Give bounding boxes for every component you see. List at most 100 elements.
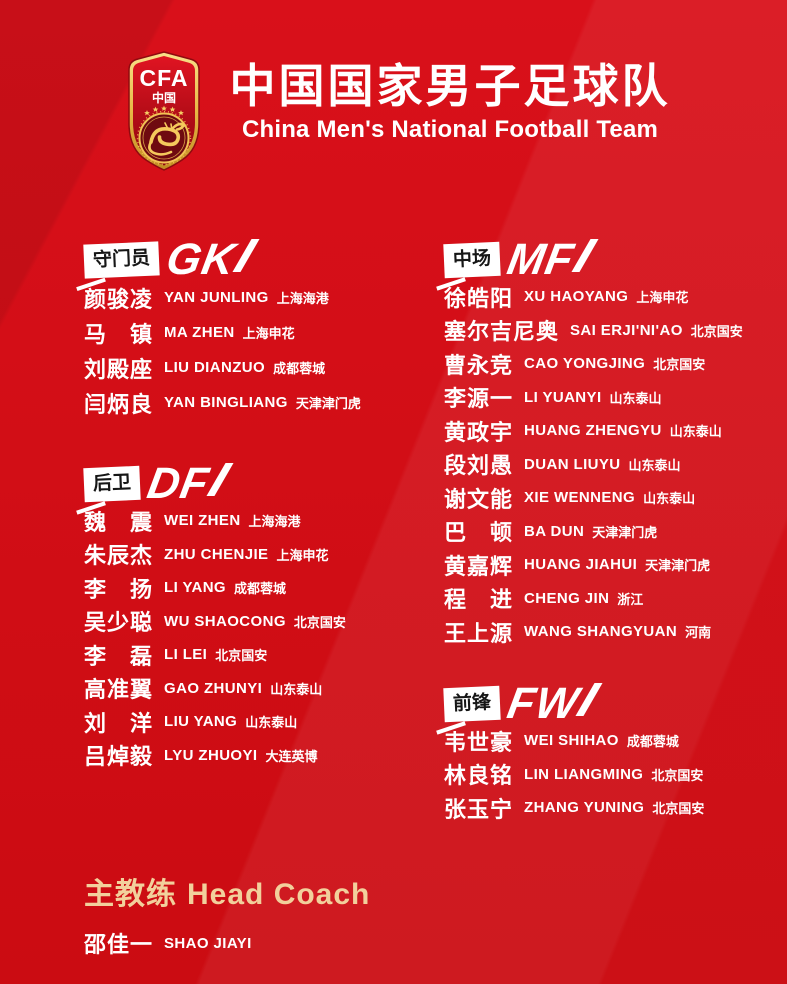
player-club: 天津津门虎 xyxy=(592,524,658,540)
player-name-zh: 朱辰杰 xyxy=(84,543,154,569)
player-row: 黄嘉辉 HUANG JIAHUI 天津津门虎 xyxy=(444,548,743,582)
crest-acronym: CFA xyxy=(140,65,189,91)
player-row: 段刘愚 DUAN LIUYU 山东泰山 xyxy=(444,448,743,482)
player-name-pinyin: YAN BINGLIANG xyxy=(164,394,288,411)
head-coach-title: 主教练 Head Coach xyxy=(84,869,370,913)
header: CFA 中国 中国国家男子足球队 China Men's National Fo… xyxy=(124,50,680,174)
head-coach-block: 主教练 Head Coach 邵佳一 SHAO JIAYI xyxy=(84,869,370,959)
player-club: 北京国安 xyxy=(652,801,705,817)
player-name-zh: 塞尔吉尼奥 xyxy=(444,319,560,345)
section-defenders: 后卫 DF 魏 震 WEI ZHEN 上海海港 朱辰杰 ZHU CHENJIE … xyxy=(83,459,346,772)
section-label-en: GK xyxy=(162,235,240,285)
head-coach-row: 邵佳一 SHAO JIAYI xyxy=(84,927,370,959)
player-club: 成都蓉城 xyxy=(234,581,287,597)
player-club: 北京国安 xyxy=(651,767,704,783)
section-badge-df: 后卫 DF xyxy=(83,459,346,509)
section-label-zh: 守门员 xyxy=(83,241,160,279)
player-name-zh: 马 镇 xyxy=(84,321,154,347)
page-title-en: China Men's National Football Team xyxy=(241,115,659,143)
player-row: 徐皓阳 XU HAOYANG 上海申花 xyxy=(444,280,743,314)
player-club: 山东泰山 xyxy=(609,390,662,406)
player-name-pinyin: BA DUN xyxy=(524,522,585,540)
player-club: 成都蓉城 xyxy=(626,734,679,750)
player-name-pinyin: ZHU CHENJIE xyxy=(164,545,269,563)
section-goalkeepers: 守门员 GK 颜骏凌 YAN JUNLING 上海海港 马 镇 MA ZHEN … xyxy=(83,235,361,420)
player-club: 上海海港 xyxy=(276,291,329,306)
player-name-pinyin: DUAN LIUYU xyxy=(524,455,621,473)
player-club: 北京国安 xyxy=(653,357,706,373)
player-list-df: 魏 震 WEI ZHEN 上海海港 朱辰杰 ZHU CHENJIE 上海申花 李… xyxy=(84,504,346,772)
player-name-zh: 吴少聪 xyxy=(84,610,154,636)
player-name-pinyin: MA ZHEN xyxy=(164,324,235,341)
player-club: 山东泰山 xyxy=(270,681,323,697)
player-name-zh: 程 进 xyxy=(444,587,514,613)
crest-circle-beads xyxy=(136,110,192,166)
player-row: 高准翼 GAO ZHUNYI 山东泰山 xyxy=(84,672,346,706)
player-name-pinyin: CAO YONGJING xyxy=(524,355,646,373)
player-name-zh: 黄政宇 xyxy=(444,419,514,445)
player-row: 颜骏凌 YAN JUNLING 上海海港 xyxy=(84,280,361,315)
player-row: 程 进 CHENG JIN 浙江 xyxy=(444,582,743,616)
player-club: 北京国安 xyxy=(690,323,743,339)
player-name-pinyin: LI LEI xyxy=(164,646,208,664)
player-name-zh: 魏 震 xyxy=(84,509,154,535)
player-name-pinyin: LIU YANG xyxy=(164,713,238,731)
section-label-en: MF xyxy=(503,235,578,285)
header-titles: 中国国家男子足球队 China Men's National Football … xyxy=(220,50,680,174)
player-club: 上海申花 xyxy=(242,326,295,341)
section-midfielders: 中场 MF 徐皓阳 XU HAOYANG 上海申花 塞尔吉尼奥 SAI ERJI… xyxy=(443,235,743,649)
player-name-zh: 谢文能 xyxy=(444,486,514,512)
player-name-pinyin: WU SHAOCONG xyxy=(164,612,286,630)
player-name-pinyin: HUANG ZHENGYU xyxy=(524,422,662,440)
player-name-pinyin: LIU DIANZUO xyxy=(164,359,266,376)
player-row: 张玉宁 ZHANG YUNING 北京国安 xyxy=(444,791,704,825)
player-list-mf: 徐皓阳 XU HAOYANG 上海申花 塞尔吉尼奥 SAI ERJI'NI'AO… xyxy=(444,280,743,649)
section-forwards: 前锋 FW 韦世豪 WEI SHIHAO 成都蓉城 林良铭 LIN LIANGM… xyxy=(443,679,704,825)
player-name-pinyin: LYU ZHUOYI xyxy=(164,746,258,764)
player-name-zh: 张玉宁 xyxy=(444,796,514,822)
section-badge-fw: 前锋 FW xyxy=(443,679,704,728)
player-name-zh: 林良铭 xyxy=(444,763,514,789)
player-row: 巴 顿 BA DUN 天津津门虎 xyxy=(444,515,743,549)
player-name-pinyin: XU HAOYANG xyxy=(524,288,629,306)
player-row: 李源一 LI YUANYI 山东泰山 xyxy=(444,381,743,415)
player-club: 山东泰山 xyxy=(643,491,696,507)
player-name-pinyin: ZHANG YUNING xyxy=(524,799,645,817)
player-name-pinyin: HUANG JIAHUI xyxy=(524,556,638,574)
player-club: 北京国安 xyxy=(215,648,268,664)
section-label-zh: 中场 xyxy=(443,241,501,279)
player-row: 林良铭 LIN LIANGMING 北京国安 xyxy=(444,758,704,792)
page-title-zh: 中国国家男子足球队 xyxy=(229,60,671,112)
section-badge-gk: 守门员 GK xyxy=(83,235,361,285)
player-row: 曹永竞 CAO YONGJING 北京国安 xyxy=(444,347,743,381)
player-row: 吴少聪 WU SHAOCONG 北京国安 xyxy=(84,605,346,639)
dragon-icon xyxy=(148,122,186,156)
coach-name-pinyin: SHAO JIAYI xyxy=(164,934,252,952)
player-club: 大连英博 xyxy=(265,748,318,764)
player-name-zh: 韦世豪 xyxy=(444,729,514,755)
player-list-gk: 颜骏凌 YAN JUNLING 上海海港 马 镇 MA ZHEN 上海申花 刘殿… xyxy=(84,280,361,420)
player-name-pinyin: LIN LIANGMING xyxy=(524,765,644,783)
player-name-zh: 刘殿座 xyxy=(84,356,154,382)
player-name-zh: 徐皓阳 xyxy=(444,285,514,311)
player-row: 闫炳良 YAN BINGLIANG 天津津门虎 xyxy=(84,385,361,420)
player-row: 塞尔吉尼奥 SAI ERJI'NI'AO 北京国安 xyxy=(444,314,743,348)
player-name-zh: 黄嘉辉 xyxy=(444,553,514,579)
player-name-zh: 高准翼 xyxy=(84,677,154,703)
player-name-zh: 曹永竞 xyxy=(444,352,514,378)
section-label-en: DF xyxy=(143,459,214,509)
player-name-zh: 李 扬 xyxy=(84,576,154,602)
player-club: 北京国安 xyxy=(293,614,346,630)
player-row: 朱辰杰 ZHU CHENJIE 上海申花 xyxy=(84,538,346,572)
player-name-zh: 段刘愚 xyxy=(444,453,514,479)
player-club: 河南 xyxy=(685,625,712,641)
player-name-zh: 王上源 xyxy=(444,620,514,646)
section-label-zh: 后卫 xyxy=(83,465,141,503)
player-row: 刘殿座 LIU DIANZUO 成都蓉城 xyxy=(84,350,361,385)
player-name-pinyin: YAN JUNLING xyxy=(164,289,269,306)
player-club: 天津津门虎 xyxy=(645,558,711,574)
player-row: 谢文能 XIE WENNENG 山东泰山 xyxy=(444,481,743,515)
player-name-pinyin: WEI ZHEN xyxy=(164,512,241,530)
player-name-pinyin: GAO ZHUNYI xyxy=(164,679,263,697)
